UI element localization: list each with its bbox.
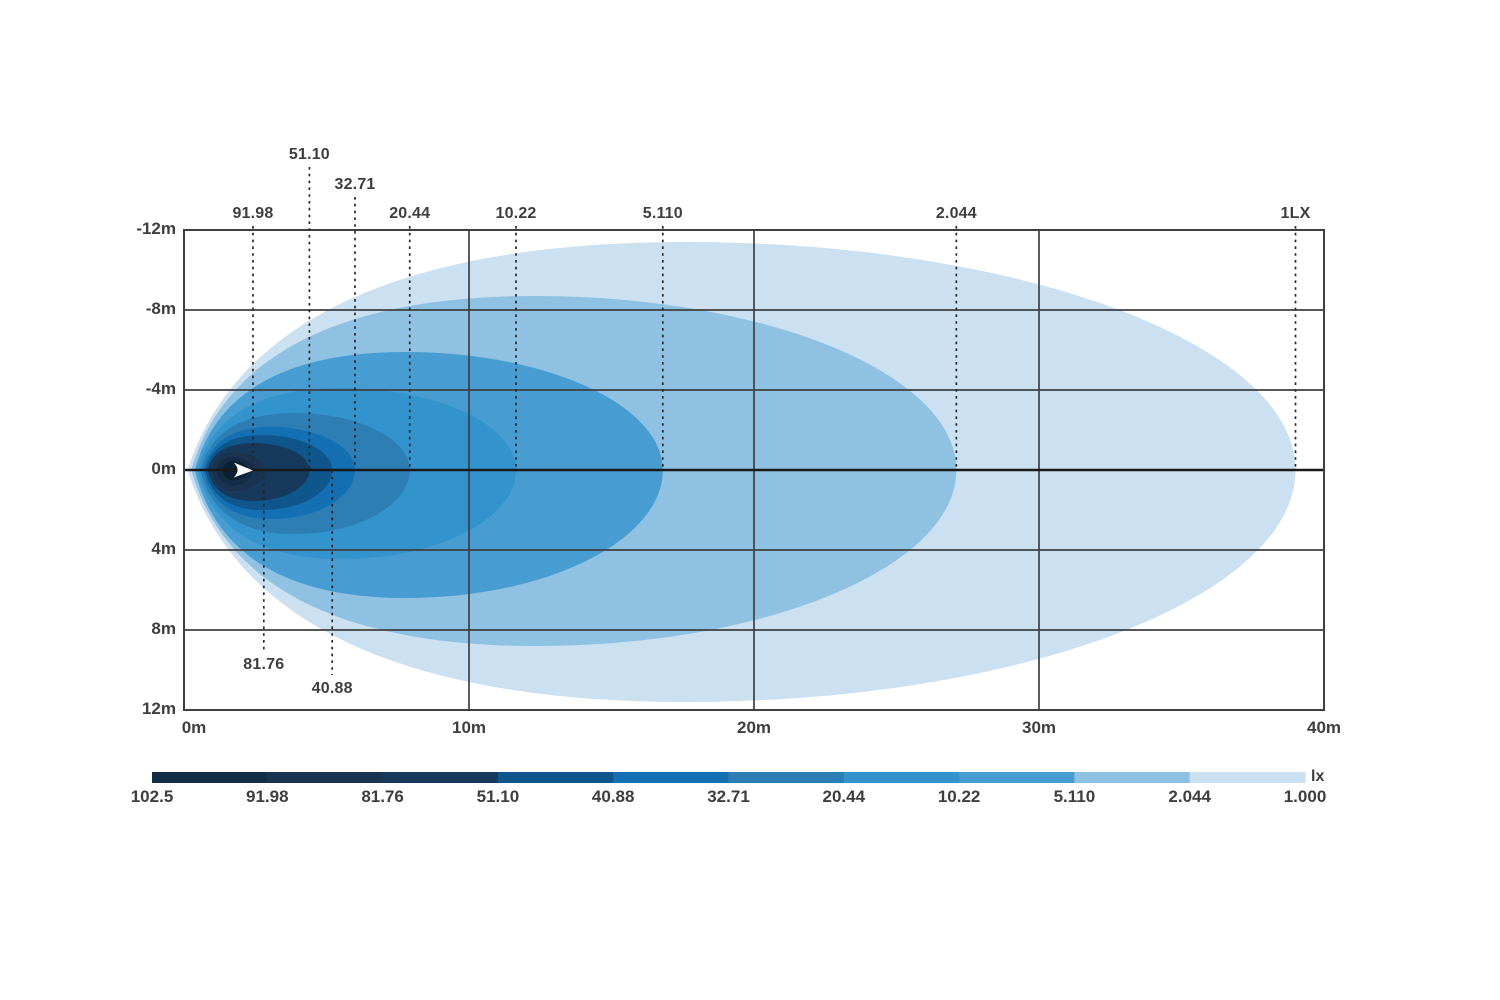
legend-value-51.10: 51.10 — [476, 787, 520, 806]
callout-label-91.98: 91.98 — [232, 205, 274, 222]
x-tick-0m: 0m — [181, 718, 207, 737]
y-tick-8m: 8m — [151, 619, 176, 638]
legend-segment-20.44 — [843, 772, 960, 783]
legend-segment-2.044 — [1189, 772, 1306, 783]
legend-value-2.044: 2.044 — [1168, 787, 1211, 806]
y-tick-0m: 0m — [151, 459, 176, 478]
callout-label-81.76: 81.76 — [243, 656, 285, 673]
callout-label-32.71: 32.71 — [334, 176, 376, 193]
legend-value-102.5: 102.5 — [130, 787, 174, 806]
y-tick--8m: -8m — [145, 299, 176, 318]
callout-label-1.000: 1LX — [1280, 205, 1311, 222]
legend-segment-32.71 — [728, 772, 845, 783]
legend-value-40.88: 40.88 — [591, 787, 635, 806]
legend-segment-40.88 — [613, 772, 729, 783]
legend-value-1.000: 1.000 — [1283, 787, 1327, 806]
legend-segment-102.5 — [152, 772, 268, 783]
legend-value-81.76: 81.76 — [361, 787, 404, 806]
x-tick-30m: 30m — [1021, 718, 1057, 737]
plot-border — [183, 229, 1325, 711]
x-tick-20m: 20m — [736, 718, 772, 737]
callout-label-2.044: 2.044 — [935, 205, 977, 222]
callout-label-40.88: 40.88 — [311, 680, 353, 697]
legend-segment-5.110 — [1074, 772, 1191, 783]
legend-value-10.22: 10.22 — [937, 787, 981, 806]
callout-label-5.110: 5.110 — [642, 205, 683, 222]
legend-segment-10.22 — [959, 772, 1075, 783]
callout-label-51.10: 51.10 — [288, 146, 330, 163]
legend-segment-81.76 — [382, 772, 499, 783]
callout-label-20.44: 20.44 — [389, 205, 431, 222]
legend-value-20.44: 20.44 — [822, 787, 866, 806]
legend-value-5.110: 5.110 — [1053, 787, 1096, 806]
legend-value-32.71: 32.71 — [707, 787, 750, 806]
light-source-marker — [233, 462, 253, 478]
legend-value-91.98: 91.98 — [246, 787, 289, 806]
y-tick-4m: 4m — [151, 539, 176, 558]
y-tick--4m: -4m — [145, 379, 176, 398]
callout-label-10.22: 10.22 — [495, 205, 537, 222]
legend-unit-label: lx — [1311, 768, 1325, 785]
legend-segment-91.98 — [267, 772, 384, 783]
y-tick-12m: 12m — [141, 699, 176, 718]
y-tick--12m: -12m — [136, 219, 176, 238]
x-tick-10m: 10m — [451, 718, 487, 737]
legend-segment-51.10 — [497, 772, 614, 783]
x-tick-40m: 40m — [1306, 718, 1342, 737]
